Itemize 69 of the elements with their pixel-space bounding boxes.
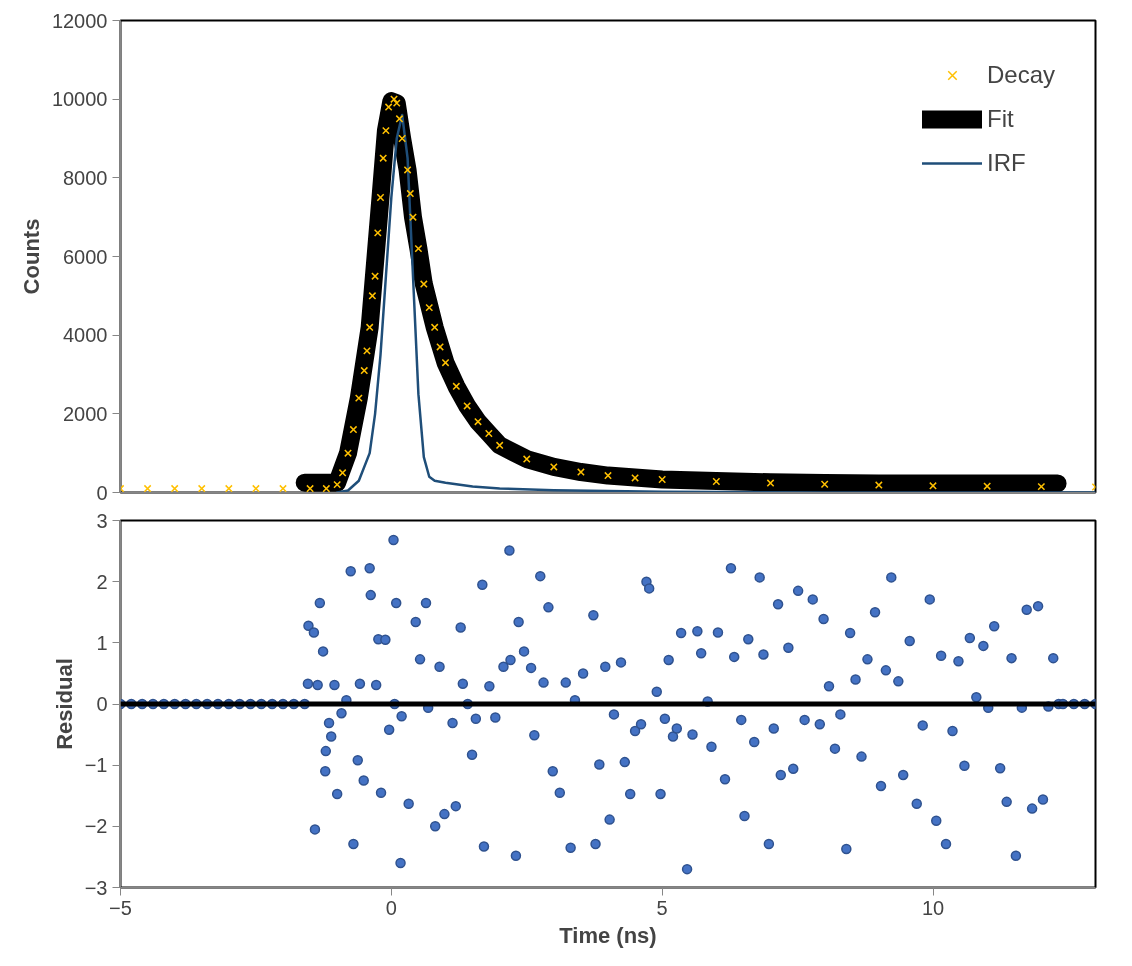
y-tick-label: 4000 bbox=[63, 324, 108, 347]
point bbox=[376, 193, 385, 202]
point bbox=[495, 441, 504, 450]
point bbox=[371, 272, 380, 281]
point bbox=[170, 484, 179, 493]
point bbox=[403, 166, 412, 174]
point bbox=[406, 189, 415, 198]
point bbox=[322, 484, 331, 493]
point bbox=[390, 95, 398, 104]
y-tick-label: 0 bbox=[96, 693, 108, 715]
x-tick-label: 0 bbox=[385, 896, 397, 919]
y-tick-label: 10000 bbox=[51, 88, 108, 111]
point bbox=[474, 417, 482, 426]
x-axis-title: Time (ns) bbox=[559, 922, 657, 948]
y-axis-title: Residual bbox=[51, 658, 77, 750]
point bbox=[409, 213, 417, 222]
point bbox=[484, 429, 493, 438]
y-tick-label: 3 bbox=[96, 509, 108, 532]
point bbox=[224, 484, 233, 493]
point bbox=[392, 99, 401, 108]
point bbox=[365, 323, 374, 332]
point bbox=[463, 402, 472, 410]
y-tick-label: 8000 bbox=[63, 166, 108, 189]
x-tick-label: −5 bbox=[109, 896, 132, 919]
point bbox=[430, 323, 439, 332]
point bbox=[441, 358, 450, 367]
y-tick-label: −1 bbox=[84, 754, 108, 777]
legend-label: IRF bbox=[986, 149, 1026, 177]
point bbox=[983, 482, 992, 491]
point bbox=[338, 468, 347, 477]
point bbox=[576, 468, 585, 476]
point bbox=[1037, 482, 1046, 491]
point bbox=[414, 244, 423, 253]
legend-label: Fit bbox=[986, 105, 1014, 133]
point bbox=[395, 114, 404, 123]
point bbox=[452, 382, 461, 391]
y-tick-label: 2000 bbox=[63, 402, 108, 425]
point bbox=[349, 425, 358, 434]
point bbox=[368, 291, 377, 300]
point bbox=[143, 484, 152, 493]
point bbox=[363, 346, 371, 355]
point bbox=[373, 228, 382, 237]
point bbox=[398, 134, 407, 143]
y-axis-title: Counts bbox=[18, 218, 44, 295]
y-tick-label: 2 bbox=[96, 570, 108, 593]
point bbox=[379, 154, 388, 163]
y-tick-label: 0 bbox=[96, 481, 108, 504]
point bbox=[344, 449, 352, 458]
point bbox=[306, 484, 315, 493]
point bbox=[279, 484, 287, 493]
point bbox=[436, 343, 445, 351]
y-tick-label: −3 bbox=[84, 876, 108, 899]
point bbox=[425, 303, 434, 312]
x-tick-label: 5 bbox=[656, 896, 668, 919]
y-tick-label: 12000 bbox=[51, 9, 108, 32]
point bbox=[419, 280, 428, 288]
point bbox=[197, 484, 206, 493]
y-tick-label: 1 bbox=[96, 631, 108, 654]
point bbox=[333, 480, 342, 489]
point bbox=[251, 484, 260, 493]
legend-label: Decay bbox=[986, 61, 1055, 89]
point bbox=[631, 474, 640, 482]
point bbox=[381, 126, 390, 135]
y-tick-label: −2 bbox=[84, 815, 108, 838]
x-tick-label: 10 bbox=[921, 896, 945, 919]
point bbox=[360, 366, 369, 375]
y-tick-label: 6000 bbox=[63, 245, 108, 268]
point bbox=[384, 103, 393, 111]
point bbox=[354, 394, 363, 403]
